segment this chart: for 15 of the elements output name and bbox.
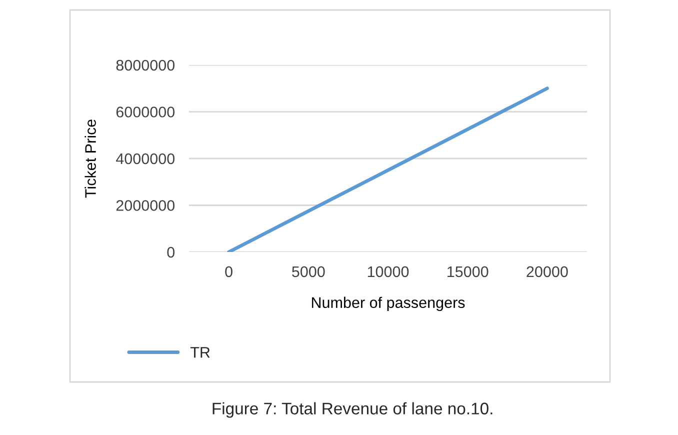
y-tick-label: 6000000	[116, 106, 175, 118]
x-tick-label: 10000	[368, 266, 409, 278]
x-tick-label: 15000	[448, 266, 488, 278]
y-axis-title: Ticket Price	[84, 120, 96, 198]
legend-label: TR	[190, 347, 210, 358]
line-series	[227, 86, 549, 252]
x-axis-title: Number of passengers	[312, 296, 465, 312]
x-tick-label: 0	[225, 266, 232, 278]
caption: Figure 7: Total Revenue of lane no.10.	[212, 402, 492, 418]
x-tick-label: 5000	[292, 266, 325, 278]
y-tick-label: 0	[167, 246, 175, 258]
y-tick-label: 4000000	[116, 153, 175, 164]
y-tick-label: 8000000	[116, 60, 175, 71]
y-tick-label: 2000000	[116, 200, 175, 211]
x-tick-label: 20000	[526, 266, 568, 278]
